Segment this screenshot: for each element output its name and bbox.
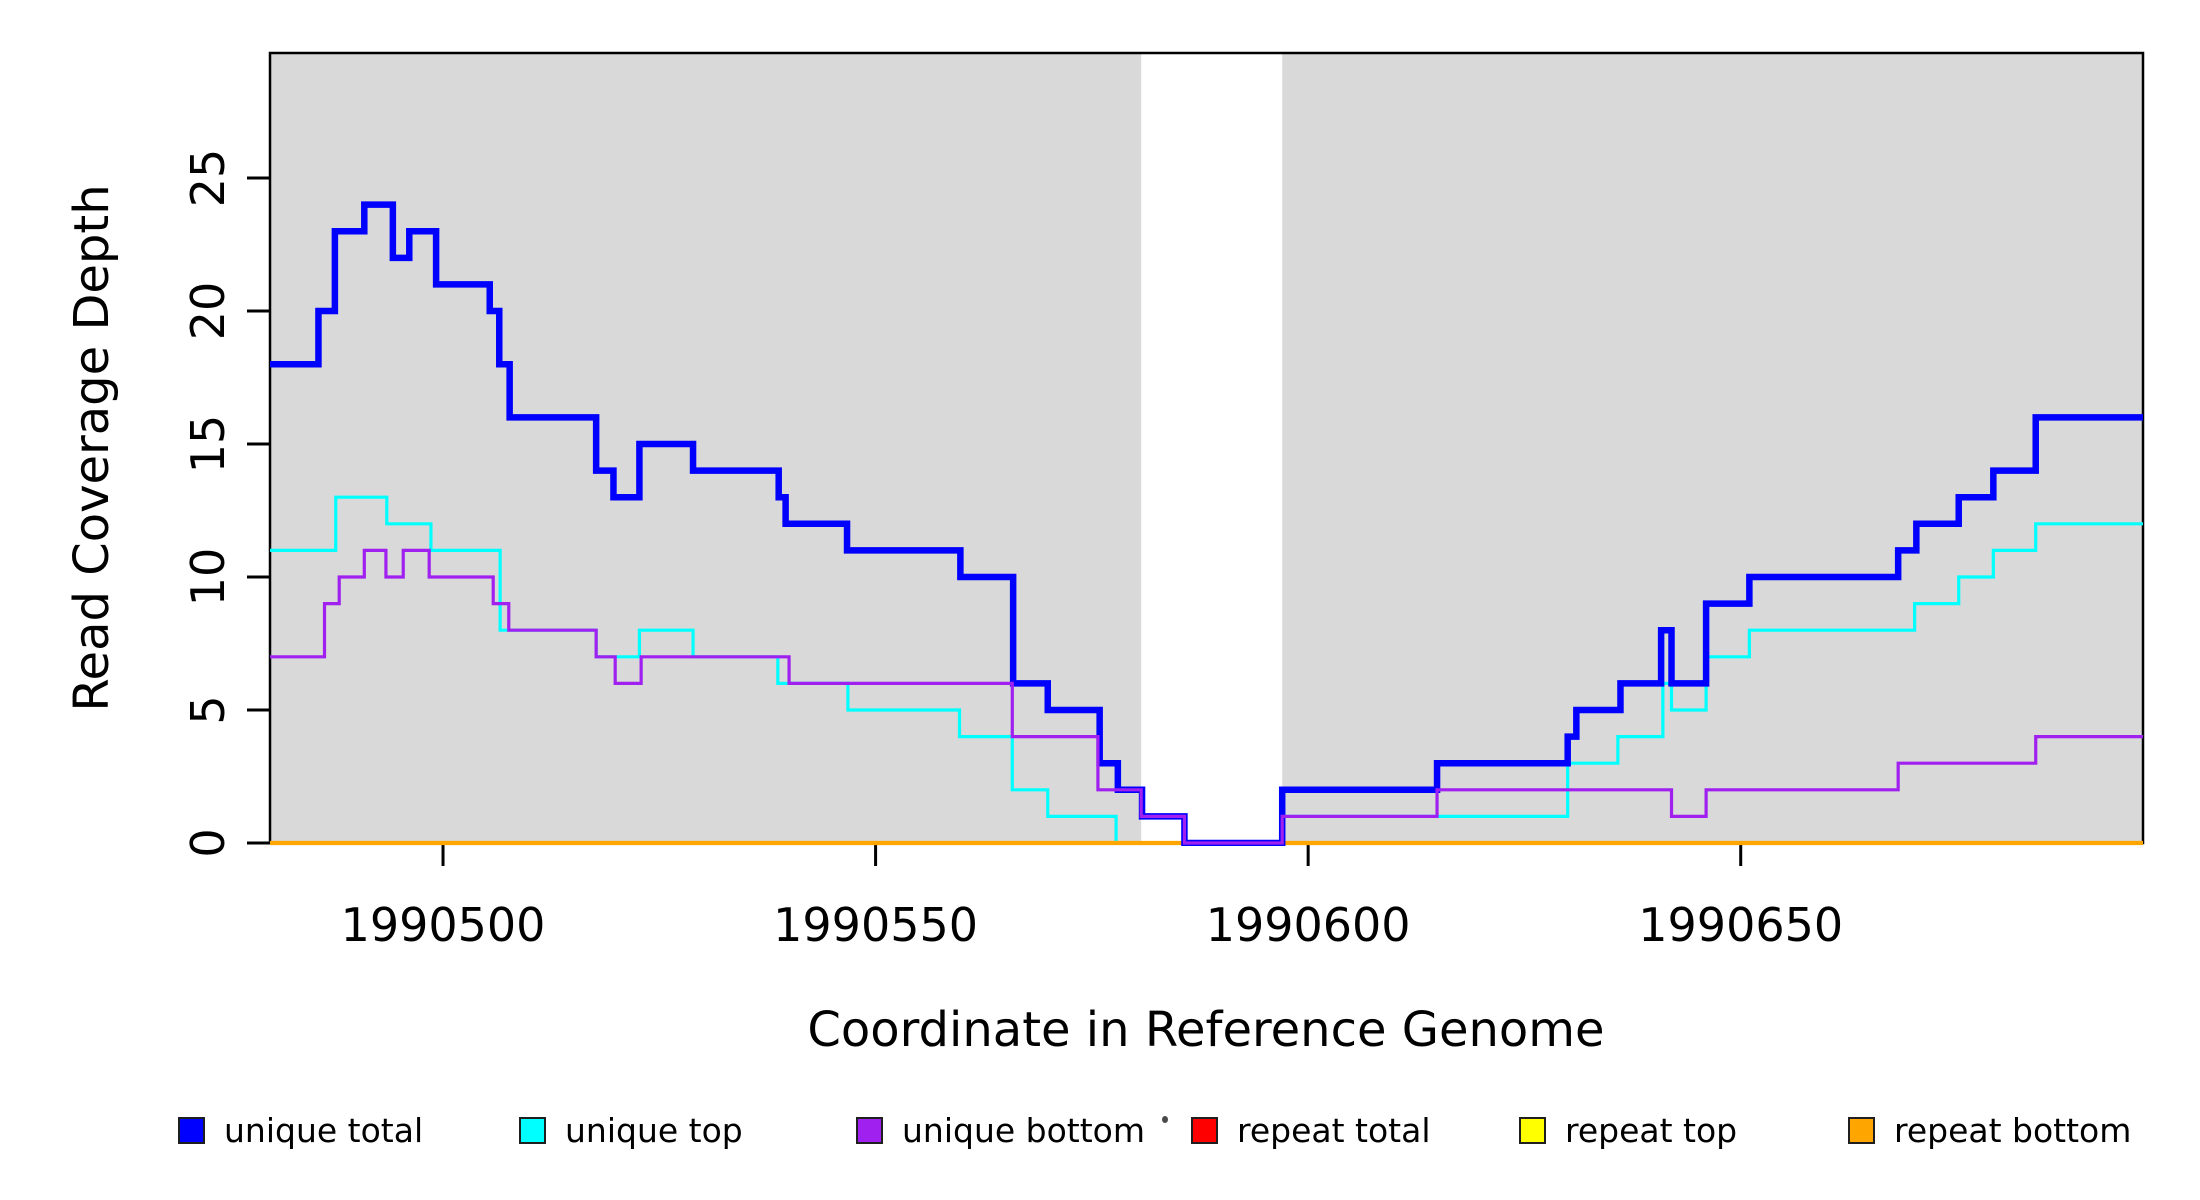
legend-label: unique top [565,1110,743,1150]
series-group [270,201,2143,846]
legend-label: repeat bottom [1894,1110,2132,1150]
x-tick-label: 1990500 [341,898,546,952]
series-unique-total [270,201,2143,846]
shaded-region [270,53,1142,843]
legend-swatch-repeat-top [1519,1116,1546,1144]
legend-swatch-repeat-bottom [1848,1116,1875,1144]
y-tick-label: 0 [181,828,235,857]
legend-item-repeat-top: repeat top [1519,1110,1737,1150]
x-axis-title: Coordinate in Reference Genome [807,1002,1605,1058]
y-tick-label: 5 [181,695,235,724]
y-tick-label: 25 [181,149,235,208]
x-tick-label: 1990650 [1638,898,1843,952]
legend-item-unique-bottom: unique bottom [856,1110,1145,1150]
legend-label: repeat total [1237,1110,1431,1150]
legend-item-unique-top: unique top [519,1110,743,1150]
y-tick-label: 10 [181,548,235,607]
legend-item-repeat-total: repeat total [1191,1110,1431,1150]
legend-label: unique bottom [902,1110,1146,1150]
y-tick-label: 20 [181,282,235,341]
stray-dot-mark [1162,1116,1168,1123]
x-tick-label: 1990600 [1206,898,1411,952]
legend-swatch-unique-bottom [856,1116,883,1144]
legend-swatch-unique-total [178,1116,205,1144]
legend-swatch-repeat-total [1191,1116,1218,1144]
y-tick-label: 15 [181,415,235,474]
shaded-region [1282,53,2143,843]
legend-item-repeat-bottom: repeat bottom [1848,1110,2131,1150]
y-axis-title: Read Coverage Depth [64,184,120,712]
series-unique-bottom [270,548,2143,845]
x-tick-label: 1990550 [773,898,978,952]
legend-label: unique total [224,1110,424,1150]
legend-label: repeat top [1565,1110,1738,1150]
legend-swatch-unique-top [519,1116,546,1144]
legend-item-unique-total: unique total [178,1110,423,1150]
